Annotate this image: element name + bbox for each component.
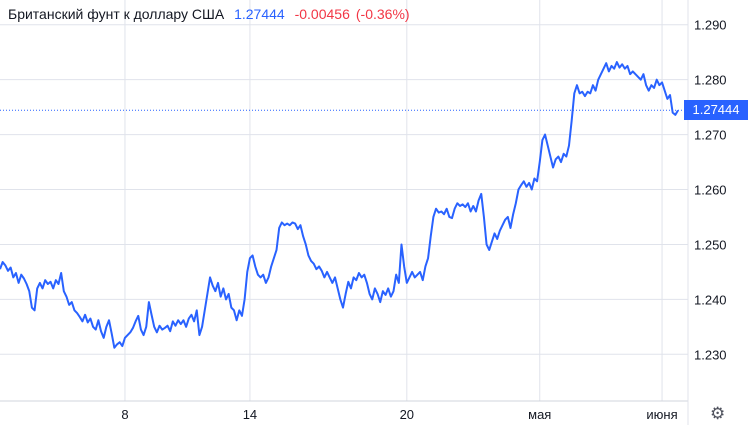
y-tick-label: 1.270: [694, 128, 727, 143]
y-tick-label: 1.260: [694, 183, 727, 198]
header-change-pct: (-0.36%): [355, 6, 410, 22]
x-tick-label: июня: [646, 407, 677, 422]
x-tick-label: 20: [400, 407, 414, 422]
series-line: [0, 61, 679, 349]
y-tick-label: 1.290: [694, 18, 727, 33]
current-price-tag: 1.27444: [684, 100, 748, 121]
y-tick-label: 1.240: [694, 292, 727, 307]
y-tick-label: 1.250: [694, 237, 727, 252]
y-tick-label: 1.280: [694, 73, 727, 88]
header-price: 1.27444: [234, 6, 285, 22]
header-change: -0.00456: [294, 6, 350, 22]
x-tick-label: мая: [528, 407, 551, 422]
instrument-title: Британский фунт к доллару США: [8, 6, 225, 22]
x-tick-label: 8: [121, 407, 128, 422]
y-tick-label: 1.230: [694, 347, 727, 362]
chart-header: Британский фунт к доллару США 1.27444 -0…: [8, 6, 416, 22]
x-tick-label: 14: [243, 407, 257, 422]
gear-icon[interactable]: ⚙: [710, 404, 726, 423]
